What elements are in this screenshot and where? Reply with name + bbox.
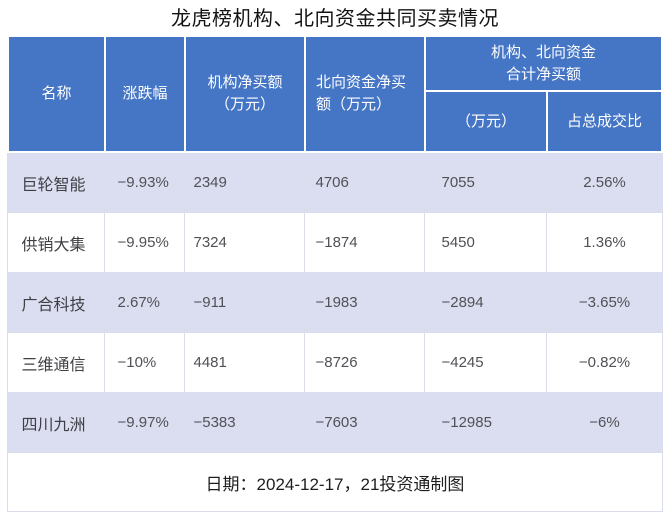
cell-stock-name: 三维通信	[7, 332, 106, 393]
cell-north-net: 4706	[304, 151, 426, 213]
chart-title: 龙虎榜机构、北向资金共同买卖情况	[171, 8, 499, 30]
cell-turnover-ratio: 2.56%	[546, 151, 663, 213]
table-header: 名称 涨跌幅 机构净买额 （万元） 北向资金净买 额（万元） 机构、北向资金 合…	[6, 35, 664, 153]
cell-change-pct: −10%	[104, 332, 186, 393]
table-footer: 日期：2024-12-17，21投资通制图	[7, 452, 663, 512]
col-header-name-label: 名称	[41, 85, 72, 103]
cell-north-net: −1874	[304, 212, 426, 273]
cell-combined-net: −2894	[424, 272, 548, 333]
col-header-combined-amount-label: （万元）	[455, 112, 516, 130]
cell-combined-net: 5450	[424, 212, 548, 273]
table-row: 广合科技 2.67% −911 −1983 −2894 −3.65%	[7, 272, 663, 333]
cell-change-pct: −9.93%	[104, 151, 186, 213]
col-header-inst-net-buy: 机构净买额 （万元）	[183, 35, 306, 153]
cell-turnover-ratio: −3.65%	[546, 272, 663, 333]
col-header-inst-line1: 机构净买额	[207, 74, 283, 92]
cell-inst-net: −911	[184, 272, 306, 333]
cell-stock-name: 四川九洲	[7, 392, 106, 453]
cell-north-net: −1983	[304, 272, 426, 333]
cell-turnover-ratio: −6%	[546, 392, 663, 453]
col-header-combined-line1: 机构、北向资金	[490, 43, 596, 61]
col-header-combined-ratio-label: 占总成交比	[566, 112, 642, 130]
cell-north-net: −7603	[304, 392, 426, 453]
cell-change-pct: −9.97%	[104, 392, 186, 453]
cell-turnover-ratio: −0.82%	[546, 332, 663, 393]
col-header-change-label: 涨跌幅	[122, 85, 168, 103]
lhb-data-table: 名称 涨跌幅 机构净买额 （万元） 北向资金净买 额（万元） 机构、北向资金 合…	[6, 35, 664, 512]
cell-change-pct: −9.95%	[104, 212, 186, 273]
cell-stock-name: 巨轮智能	[7, 151, 106, 213]
table-body: 巨轮智能 −9.93% 2349 4706 7055 2.56% 供销大集 −9…	[7, 151, 663, 453]
col-header-name: 名称	[6, 35, 106, 153]
cell-stock-name: 广合科技	[7, 272, 106, 333]
table-row: 巨轮智能 −9.93% 2349 4706 7055 2.56%	[7, 151, 663, 213]
cell-combined-net: −12985	[424, 392, 548, 453]
cell-inst-net: −5383	[184, 392, 306, 453]
col-header-inst-line2: （万元）	[214, 96, 275, 113]
cell-stock-name: 供销大集	[7, 212, 106, 273]
table-row: 四川九洲 −9.97% −5383 −7603 −12985 −6%	[7, 392, 663, 453]
col-header-north-line2: 额（万元）	[315, 96, 391, 113]
cell-combined-net: −4245	[424, 332, 548, 393]
col-header-north-net-buy: 北向资金净买 额（万元）	[303, 35, 426, 153]
cell-inst-net: 4481	[184, 332, 306, 393]
table-row: 供销大集 −9.95% 7324 −1874 5450 1.36%	[7, 212, 663, 273]
cell-north-net: −8726	[304, 332, 426, 393]
cell-combined-net: 7055	[424, 151, 548, 213]
col-header-combined-line2: 合计净买额	[505, 65, 581, 83]
cell-inst-net: 7324	[184, 212, 306, 273]
source-note: 日期：2024-12-17，21投资通制图	[7, 452, 663, 512]
cell-turnover-ratio: 1.36%	[546, 212, 663, 273]
col-header-combined-ratio: 占总成交比	[545, 90, 664, 153]
cell-change-pct: 2.67%	[104, 272, 186, 333]
col-header-change: 涨跌幅	[103, 35, 186, 153]
cell-inst-net: 2349	[184, 151, 306, 213]
col-header-combined-amount: （万元）	[423, 90, 548, 153]
table-row: 三维通信 −10% 4481 −8726 −4245 −0.82%	[7, 332, 663, 393]
col-header-north-line1: 北向资金净买	[315, 74, 406, 92]
col-header-combined-group: 机构、北向资金 合计净买额	[423, 35, 664, 92]
